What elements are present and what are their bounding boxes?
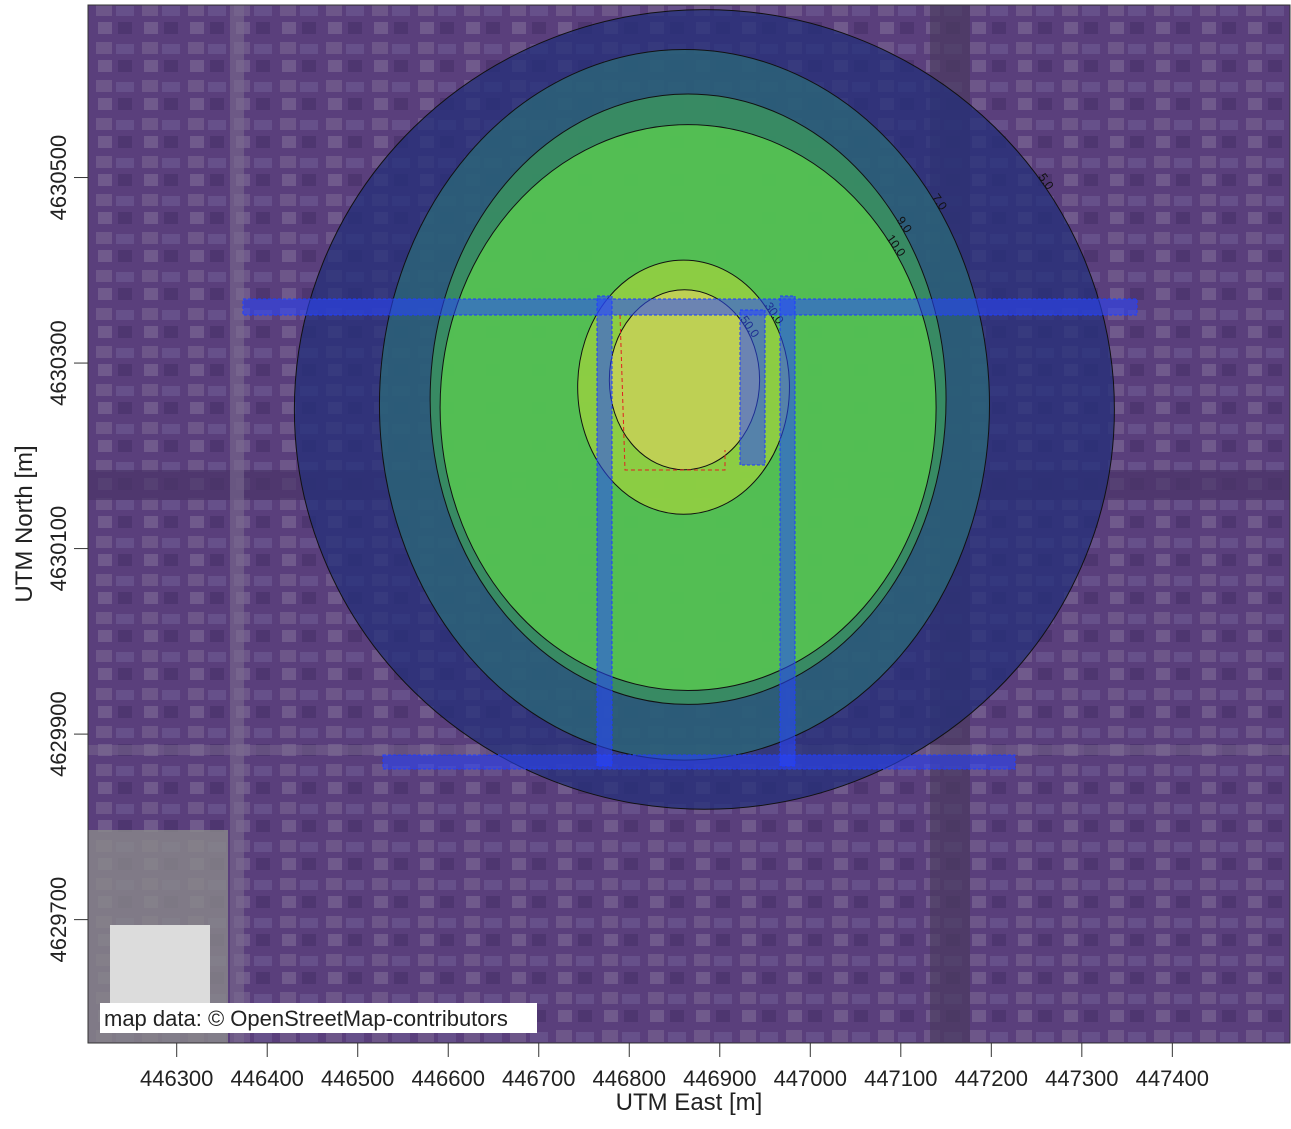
x-tick-label: 447200 [955,1066,1028,1091]
x-tick-label: 446700 [502,1066,575,1091]
contour-band [608,289,761,471]
x-tick-label: 447300 [1045,1066,1118,1091]
y-tick-label: 4629700 [46,877,71,963]
y-tick-label: 4629900 [46,691,71,777]
attribution: map data: © OpenStreetMap-contributors [104,1006,508,1031]
x-axis-label: UTM East [m] [616,1089,763,1116]
x-tick-label: 447400 [1136,1066,1209,1091]
y-tick-label: 4630100 [46,506,71,592]
axes: 446300 446400 446500 446600 446700 446800 4469… [46,135,1209,1091]
x-tick-label: 446900 [683,1066,756,1091]
x-tick-label: 446400 [231,1066,304,1091]
x-tick-label: 446800 [593,1066,666,1091]
x-tick-label: 446500 [321,1066,394,1091]
x-tick-label: 447000 [774,1066,847,1091]
x-tick-label: 446600 [412,1066,485,1091]
y-tick-label: 4630300 [46,320,71,406]
attribution-box [100,1003,537,1033]
x-tick-label: 447100 [864,1066,937,1091]
x-tick-label: 446300 [140,1066,213,1091]
contour-layer: 5.07.09.010.030.050.0 [293,9,1115,810]
line-sources [242,295,1138,770]
plot-frame [87,4,1291,1044]
area-source [619,314,726,471]
y-axis-label: UTM North [m] [11,445,38,602]
y-tick-label: 4630500 [46,135,71,221]
